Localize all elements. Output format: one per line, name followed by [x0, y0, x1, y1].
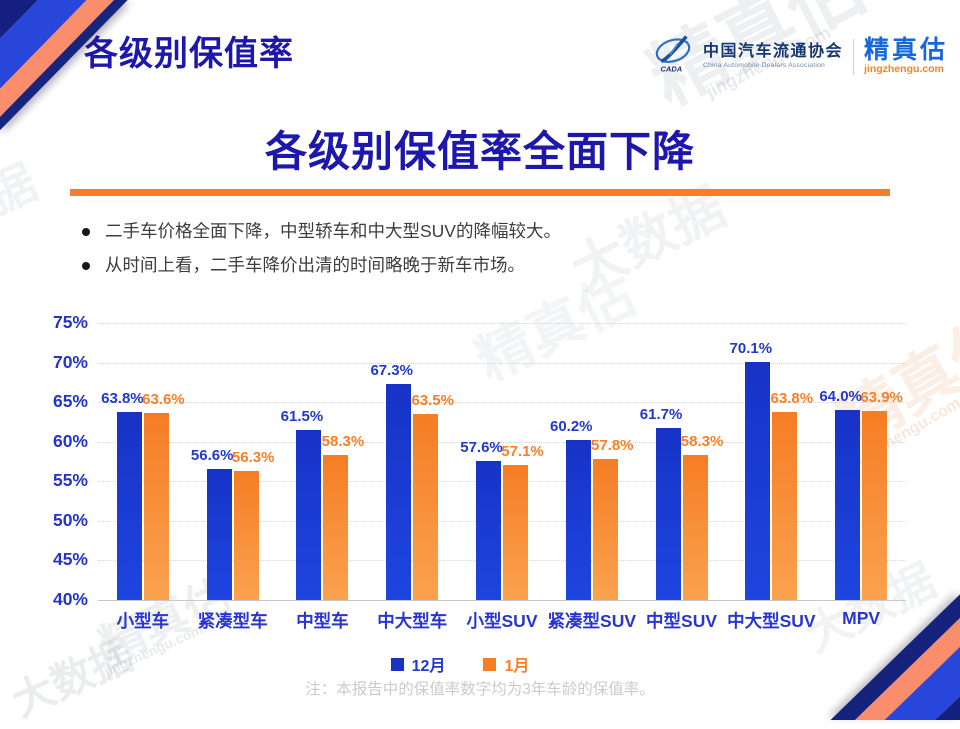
grid-line [98, 520, 906, 522]
plot-area: 63.8% 63.6% 56.6% 56.3% 61.5% 58.3% 67.3% 63.5%… [98, 323, 906, 601]
bar-value-label: 60.2% [549, 418, 593, 436]
bar-value-label: 61.5% [280, 407, 324, 425]
bar-value-label: 56.3% [231, 449, 275, 466]
bar-1月-中型车 [323, 455, 349, 600]
title-underline [70, 189, 890, 196]
slide-title: 各级别保值率 [84, 35, 294, 73]
y-axis-tick-label: 45% [52, 549, 88, 570]
y-axis-tick-label: 60% [52, 430, 88, 451]
x-axis-category-label: 中大型车 [377, 611, 448, 631]
org-name-en: China Automobile Dealers Association [702, 61, 826, 69]
bar-12月-中大型车 [386, 383, 412, 600]
bullet-item: 从时间上看，二手车降价出清的时间略晚于新车市场。 [82, 254, 561, 277]
x-axis-category-label: 紧凑型SUV [547, 611, 637, 631]
org-name-cn: 中国汽车流通协会 [702, 43, 843, 61]
bar-value-label: 56.6% [190, 446, 234, 464]
grid-line [98, 481, 906, 483]
bullet-dot-icon [82, 262, 90, 270]
bar-1月-紧凑型车 [233, 471, 259, 600]
x-axis-category-label: 中型车 [296, 611, 349, 631]
bar-12月-小型车 [116, 411, 142, 600]
footnote: 注：本报告中的保值率数字均为3年车龄的保值率。 [305, 681, 655, 698]
bullet-dot-icon [82, 228, 90, 236]
bullet-text: 从时间上看，二手车降价出清的时间略晚于新车市场。 [105, 255, 525, 275]
bar-value-label: 57.6% [460, 438, 503, 456]
page-title: 各级别保值率全面下降 [264, 128, 695, 175]
chart-legend: 12月 1月 [0, 652, 920, 676]
bar-value-label: 63.8% [770, 389, 814, 407]
grid-line [98, 323, 906, 324]
bar-value-label: 58.3% [680, 433, 724, 451]
bar-12月-中型SUV [655, 428, 681, 600]
bar-value-label: 61.7% [639, 406, 683, 424]
bar-12月-MPV [835, 410, 861, 600]
brand-block: 精真估 jingzhengu.com [863, 35, 948, 76]
bar-1月-小型车 [143, 413, 169, 600]
bar-1月-中大型SUV [772, 411, 798, 600]
x-axis-category-label: 小型SUV [466, 611, 538, 631]
legend-label: 1月 [504, 658, 530, 675]
grid-line [98, 362, 906, 364]
bar-1月-中大型车 [413, 414, 439, 600]
bar-12月-中大型SUV [745, 361, 771, 600]
legend-item: 12月 [390, 652, 446, 676]
y-axis-tick-label: 55% [52, 470, 88, 491]
bar-12月-中型车 [296, 429, 322, 600]
grid-line [98, 560, 906, 562]
x-axis-category-label: 中大型SUV [727, 611, 816, 631]
bar-value-label: 63.6% [142, 391, 185, 409]
y-axis-tick-label: 40% [52, 589, 88, 609]
org-name-block: 中国汽车流通协会 China Automobile Dealers Associ… [703, 43, 843, 69]
bullet-text: 二手车价格全面下降，中型轿车和中大型SUV的降幅较大。 [105, 221, 561, 241]
bar-1月-MPV [862, 410, 888, 600]
bar-1月-中型SUV [682, 455, 708, 600]
cada-emblem-icon: CADA [653, 33, 693, 80]
bar-value-label: 70.1% [729, 339, 773, 357]
bar-value-label: 64.0% [819, 388, 862, 406]
bar-chart: 63.8% 63.6% 56.6% 56.3% 61.5% 58.3% 67.3% 63.5%… [0, 312, 960, 651]
bar-value-label: 57.8% [590, 437, 634, 455]
x-axis-category-label: 小型车 [116, 611, 170, 631]
y-axis-tick-label: 65% [52, 391, 88, 412]
bar-12月-小型SUV [476, 460, 501, 600]
bar-value-label: 63.8% [101, 389, 144, 407]
y-axis-tick-label: 50% [52, 509, 88, 530]
bar-1月-小型SUV [503, 464, 528, 600]
grid-line [98, 402, 906, 404]
svg-text:CADA: CADA [660, 65, 682, 74]
grid-line [98, 600, 906, 601]
bar-value-label: 57.1% [501, 442, 544, 460]
logo-group: CADA 中国汽车流通协会 China Automobile Dealers A… [653, 33, 948, 80]
x-axis-category-label: MPV [842, 608, 881, 628]
legend-swatch [390, 657, 404, 671]
y-axis-tick-label: 75% [52, 312, 88, 332]
x-axis-category-label: 中型SUV [646, 611, 718, 631]
bullet-list: 二手车价格全面下降，中型轿车和中大型SUV的降幅较大。 从时间上看，二手车降价出… [82, 220, 561, 288]
x-axis-category-label: 紧凑型车 [197, 611, 268, 631]
watermark-tag: 大数据 [562, 176, 735, 302]
y-axis-tick-label: 70% [52, 351, 88, 372]
grid-line [98, 441, 906, 443]
legend-label: 12月 [411, 658, 446, 675]
brand-site: jingzhengu.com [863, 63, 944, 76]
brand-name: 精真估 [863, 35, 948, 64]
bar-value-label: 67.3% [370, 361, 413, 379]
bar-12月-紧凑型SUV [565, 440, 591, 600]
bar-value-label: 63.5% [411, 392, 454, 410]
bar-value-label: 63.9% [860, 388, 903, 406]
bar-value-label: 58.3% [321, 433, 365, 451]
bar-1月-紧凑型SUV [592, 459, 618, 600]
bar-12月-紧凑型车 [206, 468, 232, 600]
legend-item: 1月 [483, 652, 529, 676]
legend-swatch [483, 657, 497, 671]
logo-divider [852, 38, 854, 75]
bullet-item: 二手车价格全面下降，中型轿车和中大型SUV的降幅较大。 [82, 220, 561, 243]
